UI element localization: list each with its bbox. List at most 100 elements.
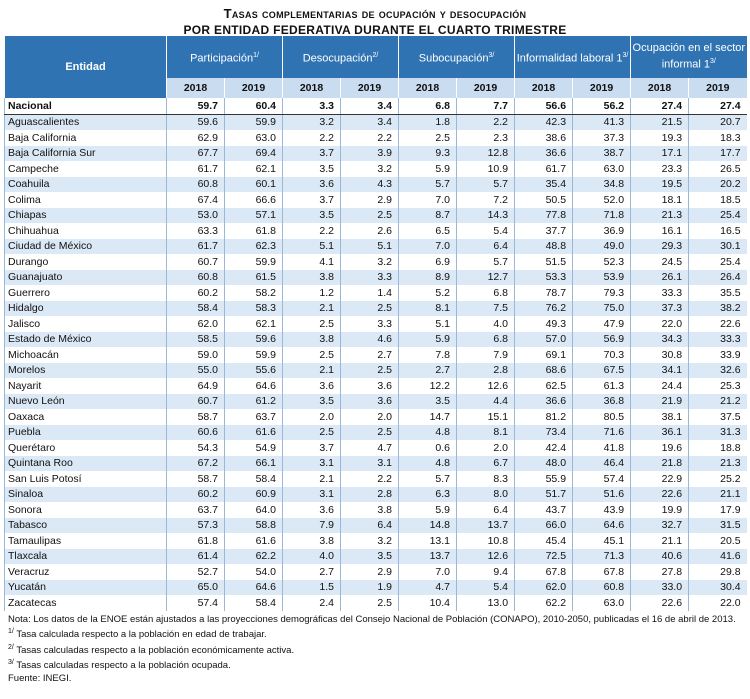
table-row: San Luis Potosí 58.7 58.4 2.1 2.2 5.7 8.3 55.9 5…: [4, 471, 747, 487]
cell: 10.4: [398, 595, 457, 611]
table-row: Zacatecas 57.4 58.4 2.4 2.5 10.4 13.0 62.2 63.0 2…: [4, 595, 747, 611]
footnote: 2/ Tasas calculadas respecto a la poblac…: [8, 642, 746, 658]
cell: 37.5: [688, 409, 747, 425]
year-header: 2019: [340, 78, 399, 98]
cell: 3.5: [282, 393, 341, 409]
cell: 18.1: [630, 192, 689, 208]
header-label: Desocupación: [302, 52, 373, 65]
cell: 36.1: [630, 424, 689, 440]
footnote-mark: 2/: [372, 51, 379, 59]
row-label: Ciudad de México: [4, 238, 167, 254]
cell: 24.4: [630, 378, 689, 394]
cell: 5.7: [456, 176, 515, 192]
cell: 6.9: [398, 254, 457, 270]
cell: 50.5: [514, 192, 573, 208]
cell: 8.9: [398, 269, 457, 285]
year-header: 2018: [166, 78, 225, 98]
title: Tasas complementarias de ocupación y des…: [0, 0, 750, 37]
cell: 26.5: [688, 161, 747, 177]
cell: 2.3: [456, 130, 515, 146]
cell: 7.0: [398, 192, 457, 208]
cell: 6.4: [456, 238, 515, 254]
cell: 21.9: [630, 393, 689, 409]
cell: 3.1: [340, 455, 399, 471]
cell: 4.6: [340, 331, 399, 347]
cell: 8.7: [398, 207, 457, 223]
cell: 3.7: [282, 192, 341, 208]
cell: 48.8: [514, 238, 573, 254]
cell: 3.3: [340, 316, 399, 332]
cell: 3.6: [282, 176, 341, 192]
cell: 59.9: [223, 254, 283, 270]
cell: 32.6: [688, 362, 747, 378]
cell: 60.8: [572, 579, 631, 595]
cell: 45.4: [514, 533, 573, 549]
cell: 64.6: [223, 378, 283, 394]
cell: 37.3: [630, 300, 689, 316]
cell: 18.5: [688, 192, 747, 208]
cell: 30.1: [688, 238, 747, 254]
cell: 38.1: [630, 409, 689, 425]
cell: 34.3: [630, 331, 689, 347]
cell: 2.5: [340, 207, 399, 223]
cell: 3.4: [340, 114, 399, 130]
cell: 5.7: [398, 176, 457, 192]
table-row: Tabasco 57.3 58.8 7.9 6.4 14.8 13.7 66.0 64.6 32.…: [4, 517, 747, 533]
cell: 0.6: [398, 440, 457, 456]
cell: 12.6: [456, 548, 515, 564]
cell: 36.8: [572, 393, 631, 409]
footnote-mark: 1/: [253, 51, 259, 59]
row-label: Puebla: [4, 424, 167, 440]
cell: 2.1: [282, 471, 341, 487]
cell: 29.8: [688, 564, 747, 580]
cell: 57.4: [572, 471, 631, 487]
table-row: Nayarit 64.9 64.6 3.6 3.6 12.2 12.6 62.5 61.3 24.…: [4, 378, 747, 394]
cell: 3.6: [340, 393, 399, 409]
cell: 69.4: [223, 145, 283, 161]
cell: 19.5: [630, 176, 689, 192]
cell: 7.2: [456, 192, 515, 208]
cell: 2.9: [340, 192, 399, 208]
cell: 76.2: [514, 300, 573, 316]
table-row: Durango 60.7 59.9 4.1 3.2 6.9 5.7 51.5 52.3 24.5 2…: [4, 254, 747, 270]
cell: 60.7: [166, 393, 225, 409]
cell: 18.3: [688, 130, 747, 146]
cell: 62.3: [223, 238, 283, 254]
note: Nota: Los datos de la ENOE están ajustad…: [8, 613, 736, 625]
cell: 5.4: [456, 579, 515, 595]
cell: 6.8: [456, 285, 515, 301]
cell: 41.6: [688, 548, 747, 564]
cell: 19.6: [630, 440, 689, 456]
cell: 3.2: [340, 161, 399, 177]
cell: 75.0: [572, 300, 631, 316]
cell: 3.6: [282, 378, 341, 394]
cell: 43.9: [572, 502, 631, 518]
cell: 20.5: [688, 533, 747, 549]
cell: 56.6: [514, 98, 573, 115]
row-label: Nuevo León: [4, 393, 167, 409]
cell: 67.4: [166, 192, 225, 208]
cell: 63.7: [223, 409, 283, 425]
row-label: Aguascalientes: [4, 114, 167, 130]
cell: 5.1: [340, 238, 399, 254]
cell: 38.6: [514, 130, 573, 146]
cell: 60.2: [166, 486, 225, 502]
cell: 2.0: [340, 409, 399, 425]
cell: 56.9: [572, 331, 631, 347]
table-row: Estado de México 58.5 59.6 3.8 4.6 5.9 6.8 57.0…: [4, 331, 747, 347]
cell: 27.4: [688, 98, 747, 115]
cell: 42.4: [514, 440, 573, 456]
column-header: Participación1/: [165, 36, 283, 78]
cell: 60.6: [166, 424, 225, 440]
cell: 5.7: [398, 471, 457, 487]
cell: 61.2: [223, 393, 283, 409]
year-header: 2018: [282, 78, 341, 98]
cell: 34.1: [630, 362, 689, 378]
year-header: 2018: [630, 78, 689, 98]
cell: 8.1: [398, 300, 457, 316]
cell: 7.9: [456, 347, 515, 363]
cell: 49.0: [572, 238, 631, 254]
cell: 6.8: [456, 331, 515, 347]
row-label: Chihuahua: [4, 223, 167, 239]
cell: 61.7: [166, 238, 225, 254]
